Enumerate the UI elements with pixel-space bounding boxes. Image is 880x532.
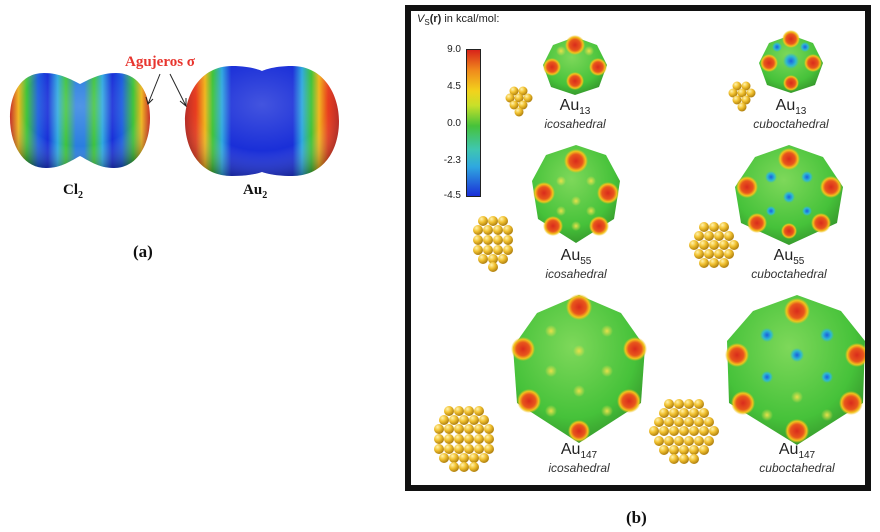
au55-ico-atoms bbox=[473, 216, 513, 272]
colorbar-title: VS(r) in kcal/mol: bbox=[417, 13, 500, 28]
panel-a-label: (a) bbox=[133, 242, 153, 261]
au55-cubo-label: Au55 cuboctahedral bbox=[751, 247, 827, 282]
au55-cubo-esp-surface bbox=[735, 145, 843, 245]
panel-a-molecules bbox=[10, 66, 339, 176]
au13-ico-label: Au13 icosahedral bbox=[544, 97, 606, 132]
au55-ico-esp-surface bbox=[532, 145, 620, 243]
colorbar-tick: 9.0 bbox=[447, 44, 461, 55]
colorbar-tick: 0.0 bbox=[447, 118, 461, 129]
au147-ico-esp-surface bbox=[511, 294, 647, 443]
au13-cubo-atoms bbox=[728, 81, 756, 112]
au13-ico-esp-surface bbox=[543, 35, 607, 95]
sigma-hole-annotation: Agujeros σ bbox=[125, 54, 195, 70]
colorbar-tick: -4.5 bbox=[443, 190, 461, 201]
au147-cubo-label: Au147 cuboctahedral bbox=[759, 441, 835, 476]
au13-cubo-label: Au13 cuboctahedral bbox=[753, 97, 829, 132]
cl2-label: Cl2 bbox=[63, 182, 83, 201]
colorbar-tick: -2.3 bbox=[443, 155, 461, 166]
colorbar-tick: 4.5 bbox=[447, 81, 461, 92]
au13-ico-atoms bbox=[505, 86, 533, 117]
panel-b-clusters bbox=[434, 30, 865, 472]
au147-ico-atoms bbox=[434, 406, 494, 472]
panel-b-label: (b) bbox=[626, 508, 647, 527]
au55-cubo-atoms bbox=[689, 222, 739, 268]
au2-label: Au2 bbox=[243, 182, 268, 201]
au2-surface bbox=[185, 66, 339, 176]
cl2-surface bbox=[10, 73, 150, 168]
au55-ico-label: Au55 icosahedral bbox=[545, 247, 607, 282]
panel-b-frame: VS(r) in kcal/mol: 9.0 4.5 0.0 -2.3 -4.5 bbox=[405, 5, 871, 491]
au147-cubo-esp-surface bbox=[725, 295, 865, 445]
au13-cubo-esp-surface bbox=[759, 30, 823, 93]
au147-ico-label: Au147 icosahedral bbox=[548, 441, 610, 476]
colorbar bbox=[466, 49, 481, 197]
au147-cubo-atoms bbox=[649, 399, 719, 464]
sigma-hole-arrows bbox=[145, 73, 187, 108]
